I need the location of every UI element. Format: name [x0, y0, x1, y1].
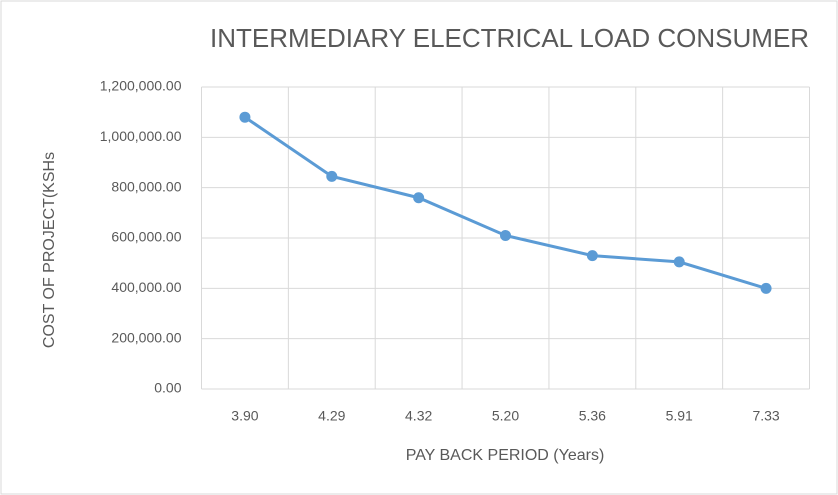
y-axis-title: COST OF PROJECT(KSHs	[41, 152, 58, 348]
x-axis-title: PAY BACK PERIOD (Years)	[406, 447, 605, 464]
data-point	[500, 229, 511, 241]
x-tick-label: 4.32	[405, 408, 432, 424]
data-point	[326, 170, 338, 182]
x-tick-label: 3.90	[231, 408, 258, 424]
data-point	[239, 111, 251, 123]
data-point	[586, 250, 598, 262]
y-tick-label: 1,200,000.00	[100, 78, 182, 94]
y-tick-label: 1,000,000.00	[100, 128, 182, 144]
y-tick-label: 400,000.00	[111, 279, 181, 295]
x-tick-label: 7.33	[752, 408, 779, 424]
x-tick-label: 5.36	[579, 408, 606, 424]
y-tick-label: 0.00	[154, 380, 181, 396]
y-tick-label: 600,000.00	[111, 229, 181, 245]
data-point	[760, 282, 772, 294]
chart-title: INTERMEDIARY ELECTRICAL LOAD CONSUMER	[210, 23, 809, 53]
x-tick-label: 5.20	[492, 408, 519, 424]
data-point	[413, 192, 425, 204]
y-tick-label: 800,000.00	[111, 178, 181, 194]
x-tick-label: 5.91	[666, 408, 693, 424]
y-tick-label: 200,000.00	[111, 329, 181, 345]
data-point	[673, 256, 685, 268]
x-tick-label: 4.29	[318, 408, 345, 424]
